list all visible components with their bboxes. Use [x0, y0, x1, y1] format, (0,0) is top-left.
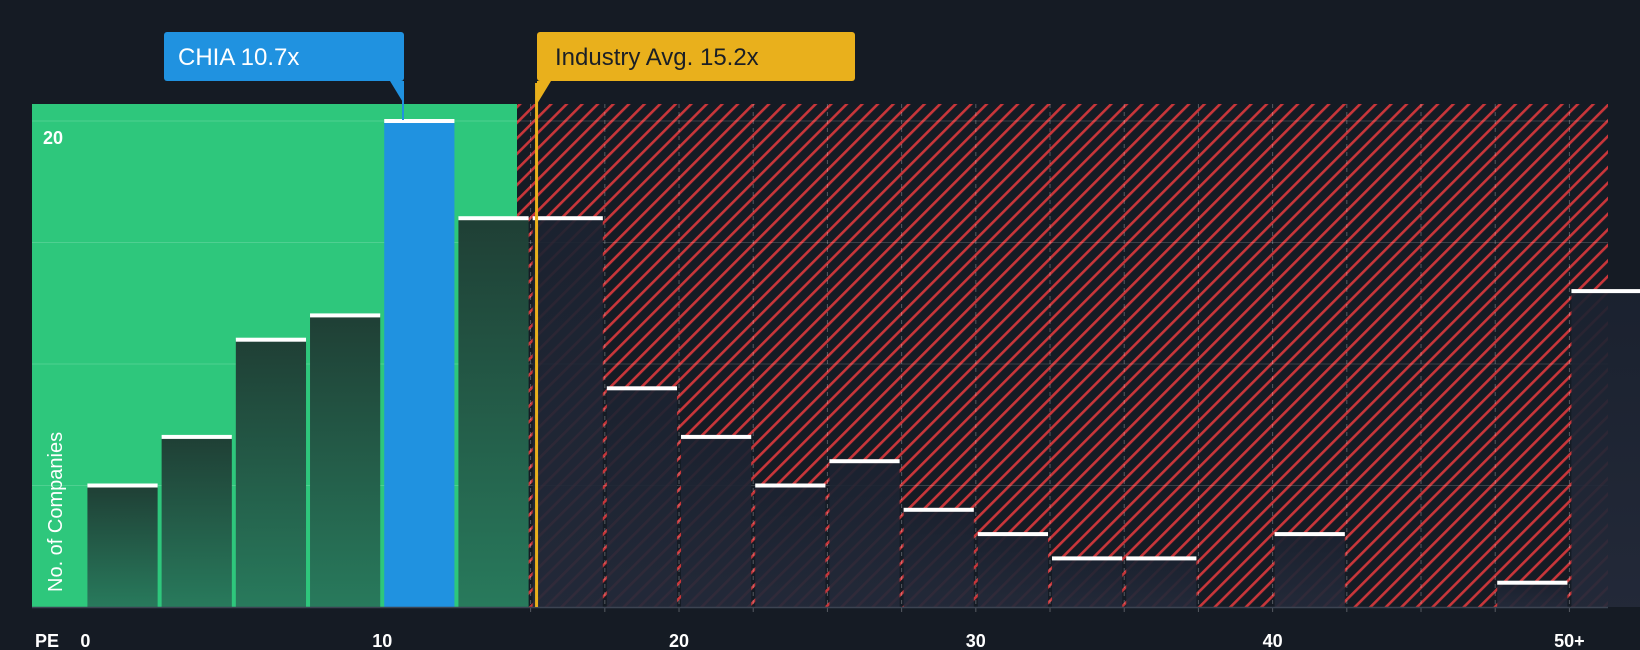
overvalued-zone: [517, 104, 1608, 607]
bar-cap: [1274, 532, 1345, 537]
bar: [681, 436, 752, 607]
bar-cap: [1497, 580, 1568, 585]
bar: [606, 388, 678, 607]
company-callout: CHIA 10.7x: [164, 32, 404, 104]
bar: [1274, 534, 1345, 607]
x-tick-label: 0: [80, 631, 90, 650]
company-pe-label: CHIA 10.7x: [178, 44, 299, 71]
x-axis-ticks: 0 10 20 30 40 50+: [80, 631, 1584, 650]
x-tick-label: 50+: [1554, 631, 1585, 650]
histogram-bars: [87, 119, 1640, 608]
bar-cap: [829, 459, 900, 464]
x-tick-label: 40: [1263, 631, 1283, 650]
bar-highlighted: [384, 121, 455, 608]
bar-cap: [161, 434, 232, 439]
bar: [87, 485, 158, 607]
x-tick-label: 30: [966, 631, 986, 650]
industry-average-label: Industry Avg. 15.2x: [555, 44, 759, 71]
bar: [1571, 291, 1640, 607]
bar: [458, 218, 529, 607]
bar: [1052, 558, 1123, 607]
bar-cap: [87, 483, 158, 488]
bar-cap: [1571, 289, 1640, 294]
bar-cap: [310, 313, 381, 318]
industry-callout-pointer: [537, 81, 551, 104]
bar-cap: [606, 386, 678, 391]
bin-divider-lines: [530, 104, 1570, 613]
bar: [829, 461, 900, 607]
bar-cap: [903, 507, 974, 512]
bar: [977, 534, 1049, 607]
bar-cap: [681, 434, 752, 439]
bar: [161, 436, 232, 607]
bar-cap: [384, 119, 455, 124]
x-tick-label: 10: [372, 631, 392, 650]
y-tick-label: 20: [43, 128, 63, 148]
bar: [903, 509, 974, 607]
bar-cap: [977, 532, 1049, 537]
bar-cap: [458, 216, 529, 221]
x-axis-title: PE: [35, 631, 59, 650]
company-callout-pointer: [390, 81, 404, 104]
bar: [532, 218, 603, 607]
bar: [1126, 558, 1197, 607]
bar-cap: [1052, 556, 1123, 561]
bar: [235, 339, 307, 607]
bar-cap: [1126, 556, 1197, 561]
bar-cap: [532, 216, 603, 221]
bar: [310, 315, 381, 607]
bar: [755, 485, 826, 607]
industry-callout: Industry Avg. 15.2x: [537, 32, 855, 104]
x-tick-label: 20: [669, 631, 689, 650]
bar-cap: [235, 337, 307, 342]
y-axis-title: No. of Companies: [45, 432, 67, 592]
bar: [1497, 582, 1568, 607]
bar-cap: [755, 483, 826, 488]
